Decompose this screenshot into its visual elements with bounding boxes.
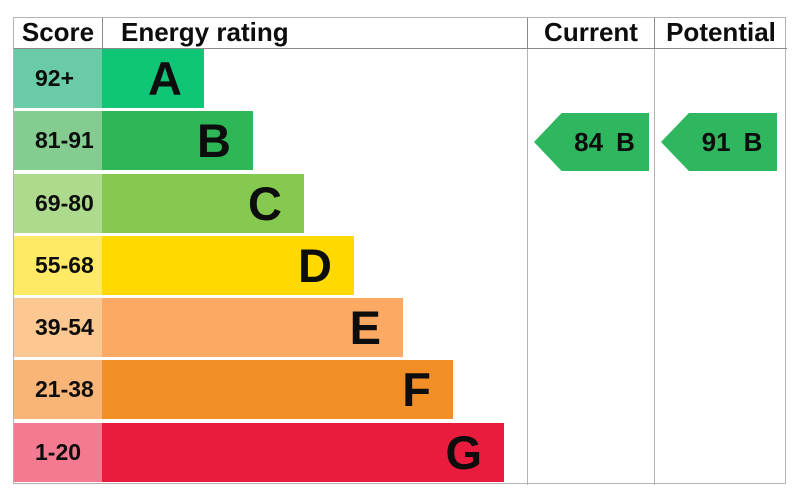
band-row-c: 69-80 C <box>14 173 527 236</box>
score-range-a: 92+ <box>14 49 102 108</box>
score-range-b: 81-91 <box>14 111 102 171</box>
header-energy-rating: Energy rating <box>102 18 527 49</box>
band-row-a: 92+ A <box>14 49 527 111</box>
score-range-e: 39-54 <box>14 298 102 358</box>
band-row-d: 55-68 D <box>14 235 527 298</box>
header-score: Score <box>14 18 102 49</box>
current-column: 84 B <box>527 49 654 485</box>
score-range-c: 69-80 <box>14 173 102 233</box>
rating-bar-e: E <box>102 298 403 358</box>
header-potential: Potential <box>654 18 787 49</box>
rating-bar-d: D <box>102 235 354 295</box>
current-rating-letter: B <box>616 126 635 157</box>
potential-score-value: 91 <box>701 126 731 157</box>
band-row-f: 21-38 F <box>14 360 527 422</box>
band-row-e: 39-54 E <box>14 298 527 360</box>
band-row-b: 81-91 B <box>14 111 527 173</box>
score-range-f: 21-38 <box>14 360 102 420</box>
potential-rating-letter: B <box>743 126 763 157</box>
rating-bar-a: A <box>102 49 204 108</box>
epc-rating-table: Score Energy rating Current Potential 84… <box>13 17 787 485</box>
potential-rating-arrow: 91 B <box>661 113 777 171</box>
rating-bar-b: B <box>102 111 253 171</box>
band-row-g: 1-20 G <box>14 422 527 485</box>
current-rating-arrow: 84 B <box>534 113 649 171</box>
rating-bar-c: C <box>102 173 304 233</box>
score-range-g: 1-20 <box>14 422 102 482</box>
current-score-value: 84 <box>574 126 604 157</box>
score-range-d: 55-68 <box>14 235 102 295</box>
rating-bar-f: F <box>102 360 453 420</box>
rating-bar-g: G <box>102 422 504 482</box>
potential-column: 91 B <box>654 49 787 485</box>
header-current: Current <box>527 18 654 49</box>
